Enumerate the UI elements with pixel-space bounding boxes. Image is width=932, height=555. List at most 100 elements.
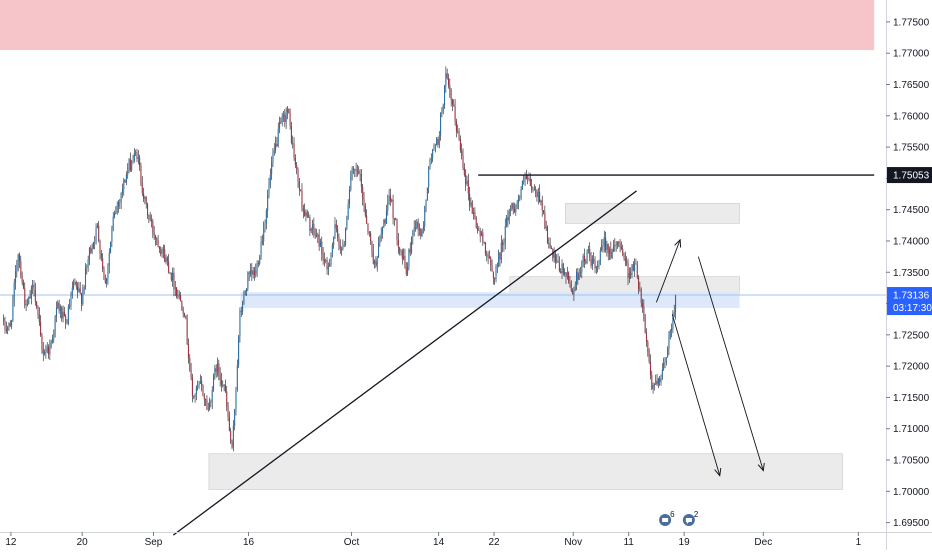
projection-arrow-down-right[interactable] <box>697 256 763 471</box>
candle <box>362 183 364 206</box>
candle-body <box>161 251 163 255</box>
candle <box>591 255 593 270</box>
candle <box>50 339 52 349</box>
candle-body <box>41 335 43 350</box>
candle <box>532 186 534 193</box>
candle-body <box>418 229 421 231</box>
candle <box>397 233 399 254</box>
candle <box>410 236 413 255</box>
candle-body <box>108 252 110 267</box>
candle <box>14 264 17 290</box>
candle <box>429 157 431 170</box>
candle-body <box>356 170 358 172</box>
candle-body <box>58 302 60 311</box>
candle <box>640 287 642 308</box>
candle <box>91 243 93 255</box>
candle <box>86 264 88 275</box>
candle <box>272 147 274 168</box>
candle-body <box>520 188 522 198</box>
candle-body <box>344 228 347 245</box>
candle-body <box>314 233 316 236</box>
candle-body <box>640 291 642 304</box>
candle-body <box>535 189 537 191</box>
candle-body <box>111 229 113 242</box>
candle-body <box>239 310 241 336</box>
candle <box>622 244 624 257</box>
candle <box>428 166 430 194</box>
candle-body <box>521 180 523 189</box>
candle-body <box>169 272 171 273</box>
candle-body <box>146 203 149 215</box>
candle <box>228 411 230 432</box>
supply-zone-red[interactable] <box>0 0 875 51</box>
candle <box>5 321 7 334</box>
candle <box>598 259 600 270</box>
candle <box>372 243 374 265</box>
projection-arrow-down-left[interactable] <box>671 314 720 475</box>
candle-body <box>249 270 252 274</box>
candle-body <box>220 380 223 385</box>
candle-body <box>240 310 242 312</box>
candle <box>375 256 377 269</box>
candle-body <box>659 378 661 382</box>
candle-body <box>182 309 184 314</box>
candle-body <box>550 248 553 249</box>
candle-body <box>359 173 361 175</box>
candle <box>321 236 323 261</box>
candle <box>379 235 381 247</box>
candle <box>140 162 142 187</box>
candle <box>20 255 22 279</box>
candle-body <box>388 195 390 202</box>
candle <box>18 252 21 269</box>
candle-body <box>80 293 83 305</box>
candle <box>238 334 240 369</box>
drawings-layer[interactable] <box>172 174 875 536</box>
candle-body <box>160 248 162 255</box>
candle-body <box>276 144 278 146</box>
candle <box>519 195 521 202</box>
candle-body <box>256 263 258 271</box>
candle <box>437 136 439 148</box>
price-axis[interactable]: 1.77500 1.77000 1.76500 1.76000 1.75500 1.750… <box>886 0 930 550</box>
candle-body <box>507 217 509 221</box>
candle-body <box>461 150 463 156</box>
candle-body <box>86 266 88 268</box>
chat-notes-icon[interactable]: 2 <box>681 510 699 527</box>
rising-trendline[interactable] <box>172 190 637 536</box>
candle-body <box>247 272 249 289</box>
candle-body <box>115 213 117 214</box>
candle <box>614 238 616 252</box>
candle <box>331 242 333 258</box>
candle <box>206 395 208 411</box>
candle-body <box>488 257 490 259</box>
price-tick-label: 1.76500 <box>893 80 930 91</box>
candle <box>388 188 390 205</box>
candle <box>463 162 465 177</box>
candle <box>545 220 547 232</box>
candle-body <box>433 145 435 150</box>
projection-arrow-up[interactable] <box>655 240 680 303</box>
candle <box>657 377 659 389</box>
candle <box>201 376 203 392</box>
candle <box>380 227 382 242</box>
demand-zone-bottom[interactable] <box>208 453 843 490</box>
clipboard-notes-icon[interactable]: 6 <box>658 510 676 527</box>
candle-body <box>405 267 407 274</box>
candle <box>568 271 570 284</box>
candle <box>136 148 138 163</box>
candle-body <box>529 179 531 186</box>
candle <box>638 274 640 295</box>
candle-body <box>410 237 413 253</box>
candle <box>214 364 216 380</box>
candle <box>88 246 91 266</box>
candle <box>384 218 386 227</box>
candle <box>512 202 514 215</box>
candle <box>314 228 316 239</box>
candle-body <box>298 181 300 190</box>
time-axis[interactable]: 12 20 Sep 16 Oct 14 22 Nov 11 19 Dec 1 <box>0 532 932 548</box>
candle <box>507 209 509 228</box>
candle-body <box>137 157 139 159</box>
resistance-zone-top[interactable] <box>565 203 740 224</box>
